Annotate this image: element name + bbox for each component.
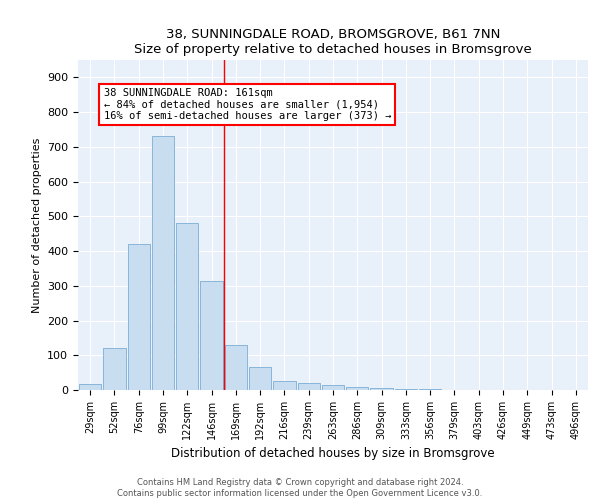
Bar (322, 385, 344, 390)
Bar (346, 386, 368, 390)
Bar (152, 136, 174, 390)
Bar (103, 348, 125, 390)
Bar (298, 383, 320, 390)
Y-axis label: Number of detached properties: Number of detached properties (32, 138, 41, 312)
Bar (200, 280, 223, 390)
Bar (79, 384, 101, 390)
Bar (224, 345, 247, 390)
Text: Contains HM Land Registry data © Crown copyright and database right 2024.
Contai: Contains HM Land Registry data © Crown c… (118, 478, 482, 498)
Bar (370, 388, 393, 390)
Title: 38, SUNNINGDALE ROAD, BROMSGROVE, B61 7NN
Size of property relative to detached : 38, SUNNINGDALE ROAD, BROMSGROVE, B61 7N… (134, 28, 532, 56)
Bar (395, 389, 417, 390)
Bar (176, 224, 199, 390)
X-axis label: Distribution of detached houses by size in Bromsgrove: Distribution of detached houses by size … (171, 448, 495, 460)
Bar (128, 244, 150, 390)
Text: 38 SUNNINGDALE ROAD: 161sqm
← 84% of detached houses are smaller (1,954)
16% of : 38 SUNNINGDALE ROAD: 161sqm ← 84% of det… (104, 88, 391, 121)
Bar (273, 382, 296, 390)
Bar (249, 368, 271, 390)
